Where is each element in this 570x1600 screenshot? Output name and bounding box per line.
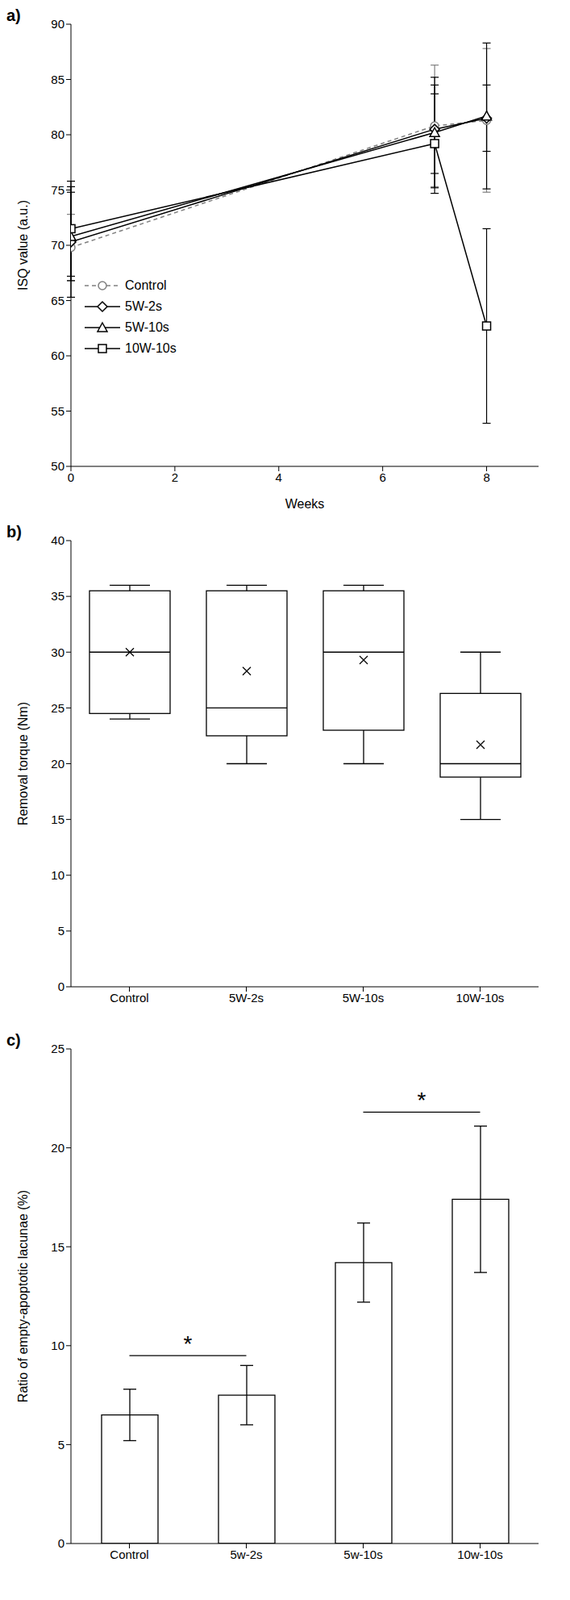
svg-text:35: 35 <box>50 588 65 603</box>
svg-text:10: 10 <box>50 867 65 882</box>
svg-text:2: 2 <box>171 470 179 484</box>
svg-text:Control: Control <box>109 1546 149 1561</box>
svg-text:Control: Control <box>109 990 149 1004</box>
html-text:b): b) <box>6 522 22 541</box>
svg-text:65: 65 <box>50 293 65 308</box>
svg-text:80: 80 <box>50 127 65 142</box>
svg-text:6: 6 <box>378 470 386 484</box>
svg-text:5: 5 <box>58 923 65 937</box>
svg-text:5: 5 <box>58 1436 65 1451</box>
html-text:5W-10s: 5W-10s <box>124 319 170 334</box>
svg-text:70: 70 <box>50 237 65 252</box>
svg-text:75: 75 <box>50 183 65 197</box>
svg-text:4: 4 <box>275 470 283 484</box>
svg-text:85: 85 <box>50 72 65 87</box>
svg-text:0: 0 <box>67 470 75 484</box>
html-text:Control: Control <box>124 277 167 292</box>
svg-text:Removal torque (Nm): Removal torque (Nm) <box>16 701 30 825</box>
svg-text:60: 60 <box>50 348 65 362</box>
svg-text:25: 25 <box>50 700 65 715</box>
svg-text:50: 50 <box>50 458 65 473</box>
svg-text:20: 20 <box>50 756 65 770</box>
svg-text:10: 10 <box>50 1337 65 1352</box>
svg-text:5w-2s: 5w-2s <box>229 1546 263 1561</box>
svg-text:55: 55 <box>50 403 65 418</box>
svg-text:10W-10s: 10W-10s <box>456 990 505 1004</box>
svg-text:5W-2s: 5W-2s <box>228 990 264 1004</box>
svg-text:5w-10s: 5w-10s <box>343 1546 383 1561</box>
svg-text:Ratio of empty-apoptotic lacun: Ratio of empty-apoptotic lacunae (%) <box>16 1189 30 1402</box>
svg-text:5W-10s: 5W-10s <box>342 990 384 1004</box>
html-text:10W-10s: 10W-10s <box>124 340 177 355</box>
svg-text:20: 20 <box>50 1140 65 1154</box>
svg-text:*: * <box>183 1330 193 1356</box>
svg-text:0: 0 <box>58 978 65 993</box>
svg-text:30: 30 <box>50 644 65 659</box>
svg-text:15: 15 <box>50 811 65 826</box>
svg-text:*: * <box>417 1086 427 1112</box>
html-text:5W-2s: 5W-2s <box>124 298 162 313</box>
svg-text:25: 25 <box>50 1040 65 1055</box>
svg-text:10w-10s: 10w-10s <box>457 1546 504 1561</box>
svg-text:ISQ value (a.u.): ISQ value (a.u.) <box>16 199 30 291</box>
svg-text:0: 0 <box>58 1535 65 1549</box>
html-text:a): a) <box>6 6 21 25</box>
svg-text:40: 40 <box>50 532 65 547</box>
svg-text:90: 90 <box>50 16 65 31</box>
svg-text:Weeks: Weeks <box>285 496 325 511</box>
svg-text:8: 8 <box>482 470 490 484</box>
html-text:c): c) <box>6 1030 21 1049</box>
svg-text:15: 15 <box>50 1239 65 1253</box>
